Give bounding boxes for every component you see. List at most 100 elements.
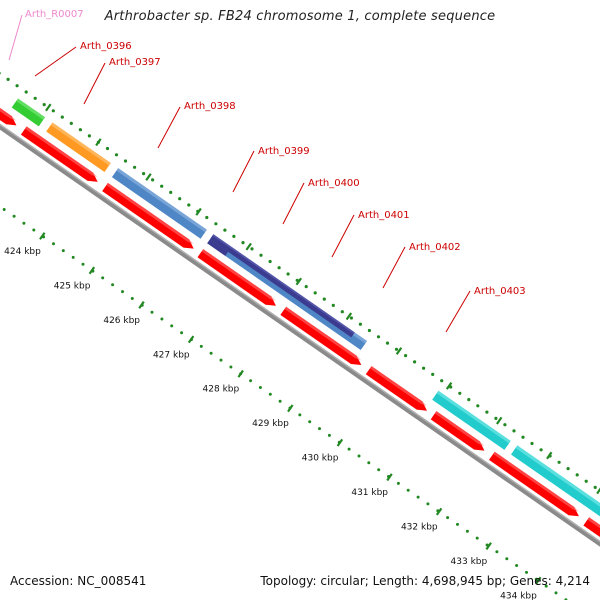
feature-cyan-2-body (511, 445, 600, 517)
gene-leader-line (282, 182, 305, 225)
feature-navy-body (210, 234, 355, 338)
outer-tick-dot (376, 335, 381, 339)
scale-major-tick (237, 369, 244, 378)
cds-arrow-4 (197, 249, 276, 306)
scale-dot (515, 564, 519, 567)
feature-green (11, 98, 46, 127)
outer-major-tick (295, 277, 302, 286)
cds-arrow-7-highlight (434, 411, 485, 446)
kbp-label-6: 428 kbp (203, 385, 240, 395)
scale-dot (357, 454, 361, 458)
gene-label-arth-0403: Arth_0403 (474, 286, 526, 297)
cds-arrow-4-body (197, 249, 276, 306)
outer-tick-dot (349, 316, 353, 320)
cds-arrow-9-highlight (587, 517, 600, 529)
gene-label-arth-r0007: Arth_R0007 (25, 9, 84, 20)
scale-dot (2, 208, 6, 211)
scale-major-tick (88, 266, 96, 275)
outer-major-tick (596, 487, 600, 495)
scale-dot (465, 529, 469, 533)
outer-tick-dot (223, 228, 227, 232)
scale-dot (298, 413, 302, 417)
cds-arrow-8-highlight (493, 451, 579, 512)
outer-tick-dot (431, 372, 435, 376)
gene-label-arth-0398: Arth_0398 (184, 101, 236, 112)
scale-dot (199, 344, 203, 348)
outer-tick-dot (0, 71, 1, 75)
scale-dot (12, 214, 16, 218)
cds-arrow-6 (365, 366, 427, 411)
scale-dot (475, 536, 479, 540)
outer-tick-dot (358, 322, 362, 326)
outer-tick-dot (404, 354, 408, 358)
outer-tick-dot (178, 197, 182, 201)
scale-dot (170, 324, 174, 328)
scale-dot (534, 577, 538, 581)
outer-tick-dot (24, 90, 28, 94)
scale-dot (111, 283, 115, 287)
outer-tick-dot (87, 134, 91, 138)
outer-tick-dot (485, 410, 489, 414)
scale-dot (268, 392, 272, 396)
outer-tick-dot (33, 96, 37, 100)
cds-arrow-1 (0, 107, 17, 126)
outer-tick-dot (385, 341, 390, 345)
outer-major-tick (445, 381, 453, 390)
feature-cyan-1-body (432, 390, 511, 450)
scale-major-tick (138, 300, 145, 309)
feature-navy (210, 234, 355, 338)
scale-dot (160, 317, 164, 321)
feature-steelblue-1-body (111, 168, 207, 239)
kbp-label-8: 430 kbp (302, 454, 339, 464)
cds-arrow-3-body (102, 182, 194, 249)
outer-tick-dot (476, 404, 480, 408)
scale-dot (258, 386, 262, 389)
scale-dot (32, 228, 36, 232)
scale-dot (101, 276, 105, 280)
cds-arrow-5 (280, 306, 362, 365)
gene-leader-line (8, 14, 23, 61)
kbp-label-2: 424 kbp (4, 247, 41, 257)
feature-orange-body (46, 122, 111, 172)
gene-label-arth-0396: Arth_0396 (80, 41, 132, 52)
scale-major-tick (435, 507, 443, 516)
outer-tick-dot (268, 259, 272, 264)
outer-tick-dot (304, 285, 308, 289)
outer-tick-dot (277, 266, 281, 270)
kbp-label-9: 431 kbp (351, 488, 388, 498)
outer-tick-dot (114, 153, 119, 157)
scale-dot (150, 310, 154, 314)
outer-major-tick (145, 173, 152, 181)
outer-tick-dot (123, 159, 128, 163)
scale-dot (377, 468, 381, 472)
outer-tick-dot (394, 347, 399, 351)
outer-major-tick (395, 347, 403, 355)
cds-arrow-8-body (489, 451, 579, 517)
scale-dot (456, 522, 459, 526)
cds-arrow-6-highlight (369, 366, 427, 406)
outer-tick-dot (539, 448, 543, 452)
outer-tick-dot (286, 272, 290, 276)
outer-tick-dot (440, 379, 444, 383)
genome-summary: Topology: circular; Length: 4,698,945 bp… (260, 574, 590, 588)
outer-tick-dot (557, 460, 561, 464)
feature-cyan-1 (432, 390, 511, 450)
outer-tick-dot (187, 203, 191, 207)
outer-tick-dot (413, 360, 417, 364)
scale-major-tick (287, 404, 294, 413)
cds-arrow-5-body (280, 306, 362, 365)
scale-dot (396, 481, 400, 485)
scale-dot (229, 365, 233, 369)
scale-dot (367, 461, 371, 465)
outer-tick-dot (60, 115, 64, 119)
outer-tick-dot (322, 297, 326, 301)
outer-tick-dot (250, 247, 254, 251)
gene-label-arth-0399: Arth_0399 (258, 146, 310, 157)
kbp-label-11: 433 kbp (451, 557, 488, 567)
feature-orange (46, 122, 111, 172)
cds-arrow-3-highlight (106, 182, 194, 244)
outer-tick-dot (133, 165, 137, 169)
outer-tick-dot (105, 146, 110, 151)
outer-tick-dot (422, 366, 426, 370)
